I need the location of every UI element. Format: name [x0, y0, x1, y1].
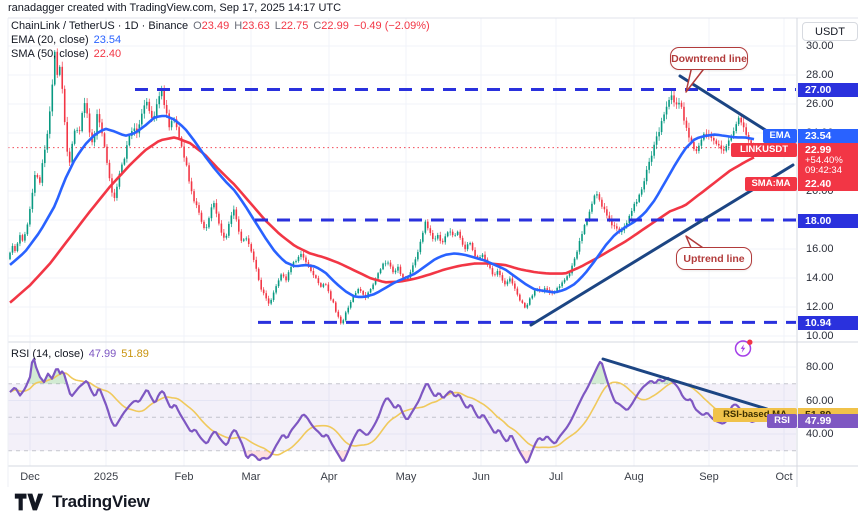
- symbol-axis-tag: LINKUSDT: [731, 143, 797, 157]
- level-badge-27: 27.00: [798, 83, 858, 97]
- time-axis-label: Dec: [20, 471, 40, 483]
- price-axis-label: 14.00: [806, 272, 834, 284]
- price-axis-label: 26.00: [806, 98, 834, 110]
- rsi-line: [9, 358, 757, 464]
- time-axis-label: May: [395, 471, 417, 483]
- sma-axis-value: 22.40: [798, 177, 858, 191]
- sma-value: 22.40: [93, 48, 122, 60]
- ema-axis-tag: EMA: [763, 129, 797, 143]
- rsi-legend-row[interactable]: RSI (14, close) 47.99 51.89: [11, 348, 149, 360]
- ema-axis-value: 23.54: [798, 129, 858, 143]
- price-axis-label: 30.00: [806, 40, 834, 52]
- symbol-legend-row[interactable]: ChainLink / TetherUS · 1D · Binance O23.…: [11, 20, 430, 32]
- ohlc-open-label: O: [193, 20, 202, 32]
- sma-axis-tag: SMA:MA: [745, 177, 797, 191]
- time-axis-label: Oct: [775, 471, 793, 483]
- time-axis-label: Jun: [472, 471, 490, 483]
- tradingview-logo[interactable]: TradingView: [14, 491, 150, 513]
- tradingview-logo-text: TradingView: [52, 492, 150, 511]
- ohlc-close-label: C: [313, 20, 322, 32]
- price-axis-label: 16.00: [806, 243, 834, 255]
- sma-legend-row[interactable]: SMA (50, close) 22.40: [11, 48, 121, 60]
- sma-line: [9, 136, 755, 304]
- time-axis-label: 2025: [93, 471, 119, 483]
- time-axis-label: Jul: [548, 471, 564, 483]
- last-price: 22.99: [805, 144, 832, 156]
- rsi-axis-label: 80.00: [806, 361, 834, 373]
- ohlc-high-value: 23.63: [242, 20, 270, 32]
- time-axis-label: Mar: [241, 471, 261, 483]
- rsi-axis-tag: RSI: [767, 414, 797, 428]
- rsi-downtrend-line: [601, 357, 769, 411]
- ohlc-low-label: L: [274, 20, 281, 32]
- bar-countdown: 09:42:34: [805, 165, 842, 176]
- level-badge-10-94: 10.94: [798, 316, 858, 330]
- rsi-axis-label: 40.00: [806, 428, 834, 440]
- time-axis-label: Apr: [320, 471, 338, 483]
- price-axis-label: 10.00: [806, 330, 834, 342]
- rsi-pane: [9, 358, 757, 464]
- time-axis-label: Aug: [624, 471, 644, 483]
- time-axis-label: Feb: [174, 471, 194, 483]
- time-axis-label: Sep: [699, 471, 719, 483]
- rsi-axis-value: 47.99: [798, 414, 858, 428]
- sma-label: SMA (50, close): [11, 48, 89, 60]
- change-value: −0.49 (−2.09%): [353, 20, 430, 32]
- ema-line: [9, 114, 755, 299]
- candles-layer: [9, 48, 755, 325]
- price-pane: [8, 48, 796, 325]
- price-axis-label: 12.00: [806, 301, 834, 313]
- attribution-text: ranadagger created with TradingView.com,…: [8, 2, 342, 14]
- level-badge-18: 18.00: [798, 214, 858, 228]
- rsi-label: RSI (14, close): [11, 348, 84, 360]
- ohlc-close-value: 22.99: [321, 20, 349, 32]
- ema-legend-row[interactable]: EMA (20, close) 23.54: [11, 34, 121, 46]
- uptrend-line: [529, 163, 795, 327]
- rsi-ma-line: [9, 372, 757, 456]
- quick-trade-button[interactable]: [733, 337, 755, 359]
- lightning-icon: [734, 339, 753, 357]
- price-axis-label: 28.00: [806, 69, 834, 81]
- downtrend-line-callout[interactable]: Downtrend line: [670, 47, 748, 70]
- rsi-oversold-fill: [10, 450, 756, 463]
- ema-label: EMA (20, close): [11, 34, 89, 46]
- symbol-price-badge: 22.99 +54.40% 09:42:34: [798, 143, 858, 178]
- ohlc-open-value: 23.49: [201, 20, 230, 32]
- ohlc-low-value: 22.75: [280, 20, 309, 32]
- ema-value: 23.54: [93, 34, 122, 46]
- rsi-axis-label: 60.00: [806, 394, 834, 407]
- rsi-value: 47.99: [88, 348, 117, 360]
- downtrend-line: [678, 74, 780, 140]
- percent-change: +54.40%: [805, 155, 843, 166]
- symbol-title: ChainLink / TetherUS · 1D · Binance: [11, 20, 189, 32]
- rsi-ma-value: 51.89: [121, 348, 149, 360]
- currency-toggle-button[interactable]: USDT: [802, 22, 858, 41]
- uptrend-line-callout[interactable]: Uptrend line: [676, 247, 752, 270]
- ohlc-high-label: H: [234, 20, 243, 32]
- tradingview-logo-icon: [14, 493, 44, 511]
